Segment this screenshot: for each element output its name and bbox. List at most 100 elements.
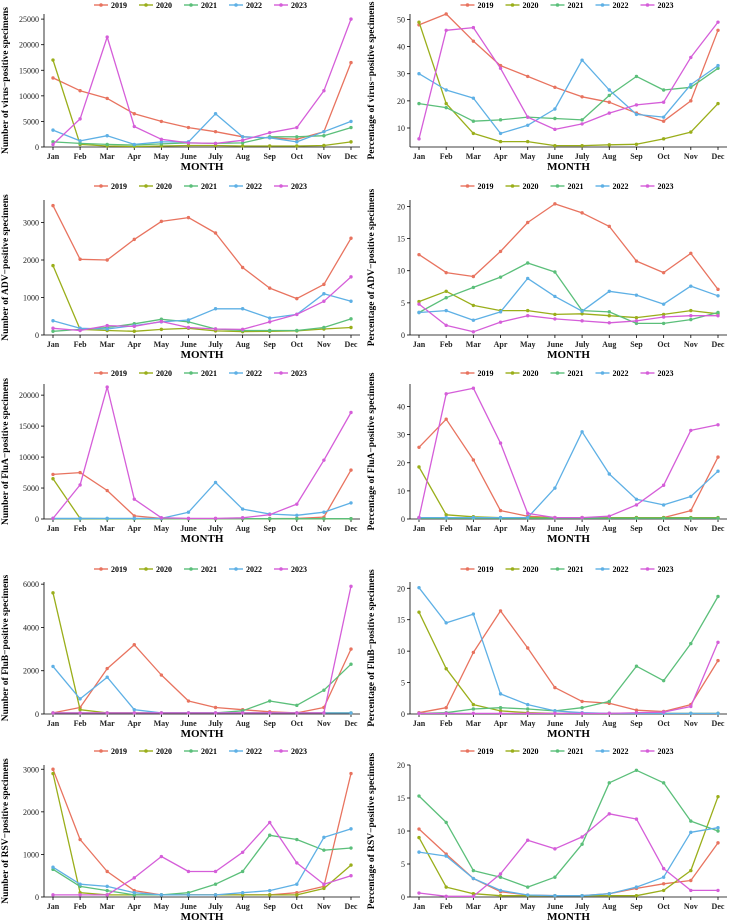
data-point-2023 (498, 711, 503, 716)
data-point-2020 (417, 20, 421, 24)
legend-marker-2020 (510, 749, 515, 753)
x-tick-label: Nov (684, 340, 698, 349)
data-point-2021 (553, 875, 557, 879)
data-point-2022 (498, 515, 503, 520)
data-point-2023 (526, 711, 530, 716)
y-tick-label: 20000 (19, 41, 39, 50)
series-line-2023 (418, 387, 719, 519)
data-point-2019 (213, 129, 218, 134)
legend-marker-2021 (555, 184, 560, 188)
data-point-2019 (51, 767, 55, 771)
data-point-2019 (295, 296, 299, 301)
data-point-2023 (689, 428, 693, 433)
y-tick-label: 5 (401, 679, 405, 688)
data-point-2023 (607, 321, 611, 325)
x-tick-label: July (575, 152, 590, 161)
data-point-2019 (78, 837, 82, 842)
data-point-2020 (689, 130, 693, 134)
data-point-2022 (498, 692, 503, 696)
data-point-2020 (78, 707, 82, 712)
series-2020 (417, 794, 720, 898)
data-point-2022 (159, 893, 164, 897)
data-point-2021 (295, 328, 299, 333)
data-point-2021 (553, 270, 557, 274)
x-tick-label: Mar (466, 340, 482, 349)
y-tick-label: 5000 (23, 117, 39, 126)
data-point-2023 (607, 514, 611, 518)
data-point-2019 (607, 224, 611, 229)
series-2019 (51, 767, 353, 897)
data-point-2023 (295, 125, 299, 130)
data-point-2021 (580, 842, 584, 846)
legend-label-2023: 2023 (291, 565, 307, 574)
legend-label-2020: 2020 (523, 1, 539, 10)
y-axis-title: Percentage of ADV−positive specimens (367, 188, 377, 346)
data-point-2019 (268, 286, 272, 290)
series-2020 (417, 20, 720, 148)
data-point-2023 (186, 325, 191, 330)
legend-label-2019: 2019 (478, 1, 494, 10)
data-point-2019 (78, 470, 82, 475)
data-point-2023 (78, 893, 82, 897)
data-point-2019 (322, 282, 326, 287)
legend-marker-2019 (99, 184, 103, 188)
data-point-2019 (78, 89, 82, 93)
data-point-2021 (498, 118, 503, 122)
data-point-2022 (526, 515, 530, 520)
x-tick-label: Mar (466, 152, 482, 161)
data-point-2021 (295, 837, 299, 842)
data-point-2022 (607, 289, 611, 293)
x-tick-label: Dec (345, 902, 358, 911)
y-tick-label: 5000 (23, 484, 39, 493)
data-point-2019 (444, 417, 448, 421)
data-point-2022 (716, 711, 720, 716)
x-tick-label: Nov (684, 524, 698, 533)
data-point-2023 (580, 711, 584, 716)
series-2023 (417, 386, 720, 520)
data-point-2020 (51, 477, 55, 481)
data-point-2021 (607, 93, 611, 98)
data-point-2023 (634, 817, 639, 821)
data-point-2019 (689, 251, 693, 256)
x-tick-label: June (547, 152, 564, 161)
series-2022 (417, 826, 720, 898)
series-2020 (417, 465, 720, 520)
data-point-2023 (159, 516, 164, 520)
series-line-2020 (52, 592, 351, 714)
data-point-2021 (268, 516, 272, 521)
y-tick-label: 0 (35, 331, 39, 340)
data-point-2019 (51, 203, 55, 208)
data-point-2023 (580, 515, 584, 520)
data-point-2021 (634, 74, 639, 79)
x-axis-title: MONTH (547, 161, 590, 173)
data-point-2022 (213, 893, 218, 897)
data-point-2023 (417, 515, 421, 520)
data-point-2021 (716, 66, 720, 70)
x-tick-label: Mar (100, 340, 116, 349)
data-point-2023 (132, 497, 136, 501)
data-point-2023 (51, 142, 55, 147)
x-tick-label: May (520, 152, 536, 161)
data-point-2023 (444, 711, 448, 716)
data-point-2020 (689, 868, 693, 873)
data-point-2022 (240, 507, 245, 511)
data-point-2023 (553, 317, 557, 321)
data-point-2020 (661, 888, 666, 893)
x-tick-label: Oct (657, 524, 670, 533)
data-point-2023 (78, 328, 82, 333)
x-tick-label: Dec (712, 719, 725, 728)
data-point-2022 (526, 123, 530, 127)
y-tick-label: 30 (397, 70, 405, 79)
data-point-2023 (607, 812, 611, 816)
data-point-2023 (417, 891, 421, 895)
data-point-2021 (471, 868, 476, 873)
series-2023 (51, 275, 353, 333)
data-point-2020 (661, 312, 666, 317)
y-tick-label: 20 (397, 584, 405, 593)
y-tick-label: 10 (397, 487, 405, 496)
data-point-2020 (526, 308, 530, 313)
y-tick-label: 2000 (23, 808, 39, 817)
x-tick-label: Jan (413, 902, 426, 911)
y-axis-title: Percentage of FluB−positive specimens (367, 569, 377, 727)
data-point-2023 (295, 711, 299, 715)
